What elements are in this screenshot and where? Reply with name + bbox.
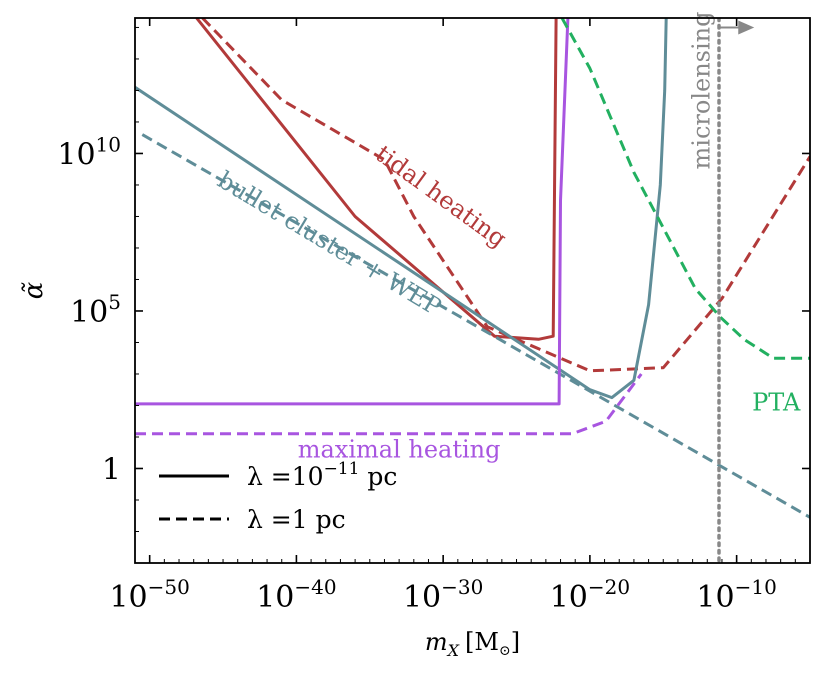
series-pta (560, 18, 810, 360)
series-maximal-heating-10-pc (135, 18, 570, 406)
annotation-microlensing: microlensing (687, 11, 715, 169)
y-axis-label: α̃ (19, 281, 49, 299)
x-tick--30-label-exp: −30 (441, 575, 483, 599)
legend: λ =10−11 pcλ =1 pc (159, 459, 397, 534)
series-bullet-cluster-wep-1-pc (141, 133, 810, 519)
x-axis-label-close: ] (511, 628, 520, 656)
series-maximal-heating-1-pc (135, 373, 643, 436)
x-tick--50-label-base: 10 (109, 580, 147, 615)
microlensing-arrow-head (738, 20, 755, 35)
y-tick-0-label: 1 (102, 452, 121, 487)
legend-entry-1-suffix: pc (359, 462, 397, 491)
series-tidal-heating-1-pc (201, 18, 810, 373)
y-tick-5-label-exp: 5 (108, 290, 121, 314)
legend-entry-1-prefix: λ =10 (247, 462, 324, 491)
annotation-pta: PTA (752, 388, 801, 416)
x-tick--10-label-exp: −10 (735, 575, 777, 599)
x-tick--50-label: 10−50 (109, 575, 189, 615)
y-tick-10-label: 1010 (57, 132, 121, 172)
x-axis-label: mX [M⊙] (425, 628, 520, 660)
x-axis-label-sub: X (446, 641, 460, 660)
series-layer (135, 18, 810, 563)
x-tick--40-label: 10−40 (256, 575, 336, 615)
y-tick-5-label-base: 10 (70, 295, 108, 330)
x-tick--40-label-exp: −40 (294, 575, 336, 599)
axis-labels: mX [M⊙] α̃ (19, 281, 520, 660)
annotation-maximal-heating: maximal heating (298, 436, 501, 464)
y-tick-5-label: 105 (70, 290, 121, 330)
y-tick-0-label-base: 1 (102, 452, 121, 487)
x-tick--30-label-base: 10 (403, 580, 441, 615)
legend-entry-2-prefix: λ =1 (247, 505, 308, 534)
x-tick--40-label-base: 10 (256, 580, 294, 615)
x-tick--50-label-exp: −50 (148, 575, 190, 599)
legend-entry-2-label: λ =1 pc (247, 505, 346, 534)
x-tick--20-label-base: 10 (550, 580, 588, 615)
x-axis-label-unit: [M (465, 628, 499, 656)
x-tick--20-label: 10−20 (550, 575, 630, 615)
x-tick--10-label-base: 10 (696, 580, 734, 615)
series-bullet-cluster-wep-10-pc (135, 18, 668, 400)
x-axis-label-m: m (425, 628, 448, 656)
legend-entry-1-exp: −11 (324, 459, 360, 479)
legend-entry-1-label: λ =10−11 pc (247, 459, 397, 491)
x-axis-label-sun: ⊙ (499, 643, 511, 659)
x-tick--10-label: 10−10 (696, 575, 776, 615)
y-tick-10-label-base: 10 (57, 137, 95, 172)
legend-entry-2-suffix: pc (308, 505, 346, 534)
y-tick-10-label-exp: 10 (96, 132, 121, 156)
x-tick--20-label-exp: −20 (588, 575, 630, 599)
x-tick--30-label: 10−30 (403, 575, 483, 615)
